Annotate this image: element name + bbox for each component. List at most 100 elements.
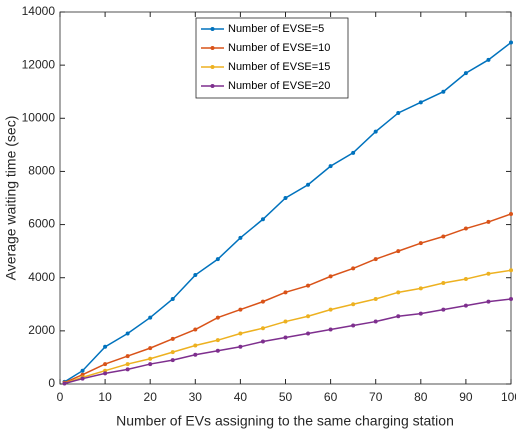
marker (215, 338, 220, 343)
y-tick-label: 14000 (22, 4, 56, 18)
marker (306, 283, 311, 288)
marker (215, 257, 220, 262)
marker (396, 290, 401, 295)
x-axis-label: Number of EVs assigning to the same char… (116, 413, 454, 429)
marker (260, 326, 265, 331)
legend-swatch (210, 84, 215, 88)
marker (486, 219, 491, 224)
marker (351, 266, 356, 271)
marker (193, 352, 198, 357)
marker (283, 319, 288, 324)
marker (418, 311, 423, 316)
marker (463, 71, 468, 76)
marker (215, 315, 220, 320)
legend-box (195, 17, 349, 99)
x-tick-label: 0 (57, 390, 64, 404)
x-tick-label: 80 (414, 390, 428, 404)
y-tick-label: 10000 (22, 110, 56, 124)
marker (396, 249, 401, 254)
marker (125, 367, 130, 372)
legend-label: Number of EVSE=15 (228, 61, 330, 73)
marker (373, 257, 378, 262)
marker (486, 271, 491, 276)
marker (418, 241, 423, 246)
marker (418, 286, 423, 291)
marker (238, 235, 243, 240)
marker (463, 277, 468, 282)
marker (260, 299, 265, 304)
marker (441, 307, 446, 312)
x-tick-label: 30 (189, 390, 203, 404)
marker (486, 57, 491, 62)
marker (509, 296, 513, 301)
marker (463, 226, 468, 231)
marker (509, 268, 513, 273)
y-tick-label: 2000 (28, 323, 55, 337)
legend-swatch (210, 46, 215, 50)
marker (486, 299, 491, 304)
marker (509, 211, 513, 216)
x-tick-label: 90 (459, 390, 473, 404)
marker (328, 164, 333, 169)
marker (170, 296, 175, 301)
legend-label: Number of EVSE=5 (228, 23, 324, 35)
x-tick-label: 20 (144, 390, 158, 404)
y-tick-label: 0 (48, 376, 55, 390)
marker (238, 331, 243, 336)
x-tick-label: 70 (369, 390, 383, 404)
marker (215, 348, 220, 353)
marker (396, 110, 401, 115)
marker (306, 331, 311, 336)
marker (103, 344, 108, 349)
marker (193, 327, 198, 332)
marker (306, 182, 311, 187)
marker (396, 314, 401, 319)
marker (373, 296, 378, 301)
marker (148, 356, 153, 361)
x-tick-label: 50 (279, 390, 293, 404)
marker (193, 343, 198, 348)
marker (441, 234, 446, 239)
marker (351, 150, 356, 155)
marker (283, 335, 288, 340)
marker (103, 371, 108, 376)
marker (328, 307, 333, 312)
marker (351, 323, 356, 328)
marker (283, 290, 288, 295)
marker (306, 314, 311, 319)
marker (260, 339, 265, 344)
y-tick-label: 8000 (28, 164, 55, 178)
marker (80, 368, 85, 373)
legend-swatch (210, 27, 215, 31)
marker (373, 319, 378, 324)
marker (148, 315, 153, 320)
x-tick-label: 40 (234, 390, 248, 404)
x-tick-label: 10 (98, 390, 112, 404)
marker (418, 100, 423, 105)
marker (125, 331, 130, 336)
marker (328, 274, 333, 279)
y-tick-label: 12000 (22, 57, 56, 71)
marker (170, 336, 175, 341)
y-tick-label: 6000 (28, 217, 55, 231)
marker (80, 376, 85, 381)
legend-label: Number of EVSE=20 (228, 80, 330, 92)
marker (373, 129, 378, 134)
marker (125, 354, 130, 359)
marker (463, 303, 468, 308)
marker (441, 89, 446, 94)
marker (328, 327, 333, 332)
y-tick-label: 4000 (28, 270, 55, 284)
y-axis-label: Average waiting time (sec) (3, 116, 19, 281)
marker (509, 40, 513, 45)
marker (441, 281, 446, 286)
marker (193, 273, 198, 278)
marker (148, 362, 153, 367)
marker (170, 350, 175, 355)
x-tick-label: 60 (324, 390, 338, 404)
marker (125, 362, 130, 367)
marker (283, 196, 288, 200)
marker (260, 217, 265, 222)
